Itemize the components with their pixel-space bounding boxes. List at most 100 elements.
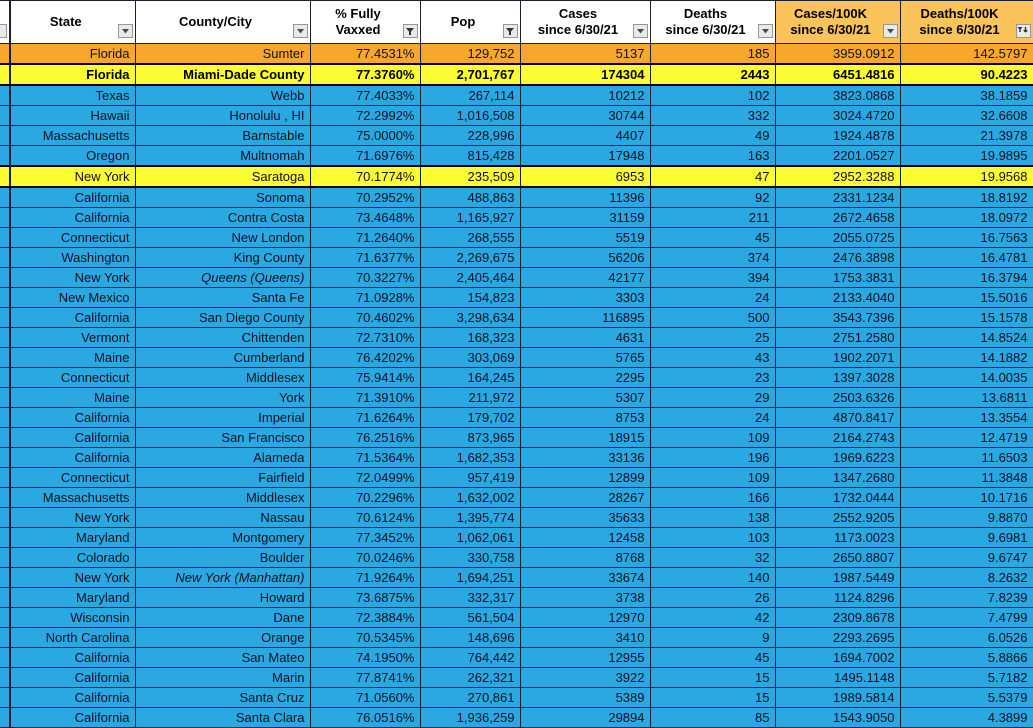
cell-vaxxed[interactable]: 76.0516%: [309, 707, 421, 728]
cell-vaxxed[interactable]: 70.4602%: [309, 307, 421, 328]
cell-state[interactable]: California: [9, 407, 136, 428]
cell-vaxxed[interactable]: 70.1774%: [309, 165, 421, 188]
cell-vaxxed[interactable]: 74.1950%: [309, 647, 421, 668]
cell-state[interactable]: New Mexico: [9, 287, 136, 308]
cell-deaths100k[interactable]: 19.9895: [899, 145, 1033, 167]
cell-cases100k[interactable]: 2650.8807: [774, 547, 901, 568]
cell-cases[interactable]: 8768: [519, 547, 651, 568]
cell-pop[interactable]: 211,972: [419, 387, 521, 408]
cell-deaths[interactable]: 24: [649, 407, 776, 428]
cell-state[interactable]: California: [9, 207, 136, 228]
cell-deaths100k[interactable]: 16.7563: [899, 227, 1033, 248]
cell-state[interactable]: Massachusetts: [9, 487, 136, 508]
funnel-icon[interactable]: [402, 24, 418, 38]
cell-cases100k[interactable]: 1543.9050: [774, 707, 901, 728]
cell-pop[interactable]: 168,323: [419, 327, 521, 348]
cell-county[interactable]: Saratoga: [134, 165, 311, 188]
cell-deaths[interactable]: 32: [649, 547, 776, 568]
cell-deaths[interactable]: 45: [649, 227, 776, 248]
column-header-state[interactable]: State: [9, 0, 136, 44]
cell-vaxxed[interactable]: 73.6875%: [309, 587, 421, 608]
partial-cell[interactable]: [0, 347, 11, 368]
cell-cases[interactable]: 30744: [519, 105, 651, 126]
cell-pop[interactable]: 235,509: [419, 165, 521, 188]
cell-cases[interactable]: 5519: [519, 227, 651, 248]
cell-state[interactable]: California: [9, 307, 136, 328]
cell-vaxxed[interactable]: 71.6377%: [309, 247, 421, 268]
cell-deaths100k[interactable]: 9.6981: [899, 527, 1033, 548]
column-header-county[interactable]: County/City: [134, 0, 311, 44]
cell-vaxxed[interactable]: 71.2640%: [309, 227, 421, 248]
cell-state[interactable]: Vermont: [9, 327, 136, 348]
cell-vaxxed[interactable]: 75.0000%: [309, 125, 421, 146]
cell-cases100k[interactable]: 2293.2695: [774, 627, 901, 648]
partial-cell[interactable]: [0, 84, 11, 106]
cell-cases100k[interactable]: 2201.0527: [774, 145, 901, 167]
cell-deaths[interactable]: 85: [649, 707, 776, 728]
cell-county[interactable]: New York (Manhattan): [134, 567, 311, 588]
partial-cell[interactable]: [0, 607, 11, 628]
sort-desc-icon[interactable]: [1015, 24, 1031, 38]
cell-county[interactable]: Santa Clara: [134, 707, 311, 728]
cell-vaxxed[interactable]: 72.2992%: [309, 105, 421, 126]
partial-cell[interactable]: [0, 43, 11, 65]
cell-county[interactable]: San Francisco: [134, 427, 311, 448]
cell-cases[interactable]: 5765: [519, 347, 651, 368]
cell-county[interactable]: San Diego County: [134, 307, 311, 328]
cell-state[interactable]: California: [9, 707, 136, 728]
cell-vaxxed[interactable]: 70.3227%: [309, 267, 421, 288]
cell-deaths[interactable]: 196: [649, 447, 776, 468]
cell-cases[interactable]: 33674: [519, 567, 651, 588]
cell-state[interactable]: Maine: [9, 387, 136, 408]
cell-county[interactable]: King County: [134, 247, 311, 268]
cell-cases100k[interactable]: 3823.0868: [774, 84, 901, 106]
cell-state[interactable]: New York: [9, 567, 136, 588]
cell-deaths100k[interactable]: 10.1716: [899, 487, 1033, 508]
cell-cases100k[interactable]: 2672.4658: [774, 207, 901, 228]
cell-deaths[interactable]: 15: [649, 667, 776, 688]
cell-vaxxed[interactable]: 71.5364%: [309, 447, 421, 468]
cell-deaths[interactable]: 140: [649, 567, 776, 588]
partial-cell[interactable]: [0, 307, 11, 328]
cell-cases100k[interactable]: 6451.4816: [774, 63, 901, 86]
cell-deaths[interactable]: 394: [649, 267, 776, 288]
cell-state[interactable]: Maine: [9, 347, 136, 368]
cell-county[interactable]: Imperial: [134, 407, 311, 428]
partial-cell[interactable]: [0, 627, 11, 648]
partial-cell[interactable]: [0, 647, 11, 668]
cell-pop[interactable]: 228,996: [419, 125, 521, 146]
partial-cell[interactable]: [0, 63, 11, 86]
cell-vaxxed[interactable]: 76.4202%: [309, 347, 421, 368]
column-header-deaths[interactable]: Deaths since 6/30/21: [649, 0, 776, 44]
partial-filter-button[interactable]: [0, 24, 7, 38]
cell-deaths100k[interactable]: 13.3554: [899, 407, 1033, 428]
cell-vaxxed[interactable]: 73.4648%: [309, 207, 421, 228]
cell-county[interactable]: Nassau: [134, 507, 311, 528]
cell-state[interactable]: Wisconsin: [9, 607, 136, 628]
cell-cases100k[interactable]: 2476.3898: [774, 247, 901, 268]
cell-pop[interactable]: 164,245: [419, 367, 521, 388]
dropdown-icon[interactable]: [882, 24, 898, 38]
cell-state[interactable]: Connecticut: [9, 467, 136, 488]
cell-cases[interactable]: 12899: [519, 467, 651, 488]
partial-cell[interactable]: [0, 207, 11, 228]
cell-county[interactable]: Miami-Dade County: [134, 63, 311, 86]
cell-vaxxed[interactable]: 76.2516%: [309, 427, 421, 448]
cell-pop[interactable]: 1,016,508: [419, 105, 521, 126]
cell-deaths100k[interactable]: 9.6747: [899, 547, 1033, 568]
cell-deaths[interactable]: 185: [649, 43, 776, 65]
cell-deaths[interactable]: 43: [649, 347, 776, 368]
cell-county[interactable]: Barnstable: [134, 125, 311, 146]
cell-deaths100k[interactable]: 5.5379: [899, 687, 1033, 708]
cell-vaxxed[interactable]: 72.7310%: [309, 327, 421, 348]
cell-deaths100k[interactable]: 32.6608: [899, 105, 1033, 126]
cell-deaths[interactable]: 15: [649, 687, 776, 708]
cell-cases100k[interactable]: 2552.9205: [774, 507, 901, 528]
cell-cases100k[interactable]: 2133.4040: [774, 287, 901, 308]
cell-cases[interactable]: 8753: [519, 407, 651, 428]
cell-pop[interactable]: 267,114: [419, 84, 521, 106]
dropdown-icon[interactable]: [292, 24, 308, 38]
cell-pop[interactable]: 1,632,002: [419, 487, 521, 508]
cell-cases100k[interactable]: 1969.6223: [774, 447, 901, 468]
column-header-cases[interactable]: Cases since 6/30/21: [519, 0, 651, 44]
